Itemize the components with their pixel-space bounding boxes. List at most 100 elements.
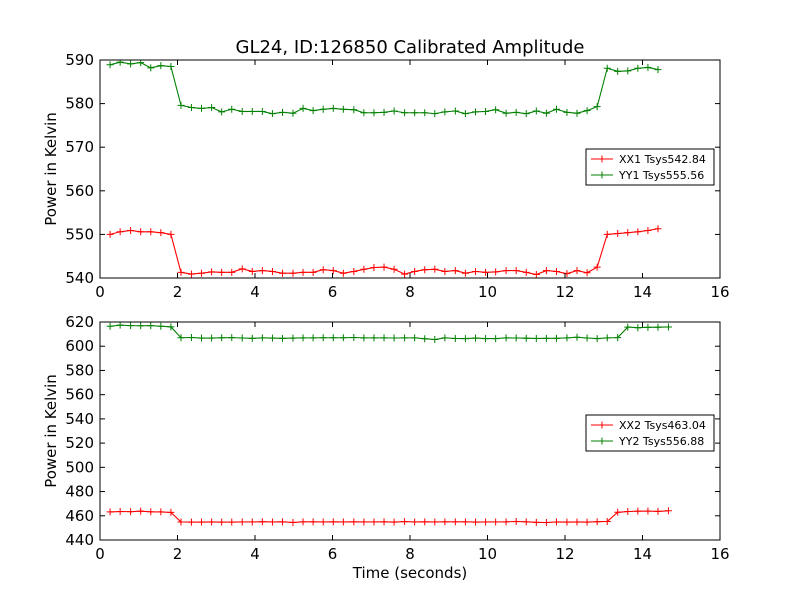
data-point xyxy=(299,334,307,342)
legend-box xyxy=(585,148,715,186)
y-tick-label: 520 xyxy=(65,434,94,452)
data-point xyxy=(411,518,419,526)
data-point xyxy=(360,518,368,526)
y-tick-label: 440 xyxy=(65,531,94,549)
data-point xyxy=(471,334,479,342)
data-point xyxy=(319,266,327,274)
y-tick-label: 560 xyxy=(65,386,94,404)
data-point xyxy=(127,322,135,330)
data-point xyxy=(492,518,500,526)
data-point xyxy=(583,107,591,115)
data-point xyxy=(492,106,500,114)
data-point xyxy=(228,334,236,342)
figure-title: GL24, ID:126850 Calibrated Amplitude xyxy=(236,37,585,58)
data-point xyxy=(167,323,175,331)
data-point xyxy=(238,334,246,342)
data-point xyxy=(350,267,358,275)
data-point xyxy=(187,270,195,278)
y-tick-label: 580 xyxy=(65,361,94,379)
data-point xyxy=(370,264,378,272)
data-point xyxy=(289,109,297,117)
data-point xyxy=(482,107,490,115)
data-point xyxy=(279,269,287,277)
data-point xyxy=(563,334,571,342)
data-point xyxy=(583,334,591,342)
data-point xyxy=(309,334,317,342)
data-point xyxy=(624,508,632,516)
data-point xyxy=(208,104,216,112)
legend-marker xyxy=(598,421,606,429)
data-point xyxy=(573,109,581,117)
data-point xyxy=(441,267,449,275)
x-tick-label: 10 xyxy=(478,545,497,563)
data-point xyxy=(502,267,510,275)
data-point xyxy=(157,62,165,70)
data-point xyxy=(106,230,114,238)
y-tick-label: 580 xyxy=(65,95,94,113)
y-tick-label: 480 xyxy=(65,483,94,501)
data-point xyxy=(583,518,591,526)
data-point xyxy=(350,518,358,526)
data-point xyxy=(624,323,632,331)
data-point xyxy=(339,334,347,342)
data-point xyxy=(147,64,155,72)
data-point xyxy=(370,334,378,342)
bottom-plot: 0 2 4 6 8 10 12 14 16 440 460 480 500 520 540 560 580 600… xyxy=(42,313,730,582)
series-1 xyxy=(106,225,662,278)
legend-marker xyxy=(598,437,606,445)
data-point xyxy=(552,267,560,275)
data-point xyxy=(329,518,337,526)
legend-box xyxy=(585,414,715,452)
data-point xyxy=(421,518,429,526)
y-tick-label: 550 xyxy=(65,225,94,243)
data-point xyxy=(441,108,449,116)
data-point xyxy=(431,518,439,526)
data-point xyxy=(593,103,601,111)
data-point xyxy=(258,518,266,526)
data-point xyxy=(471,518,479,526)
data-point xyxy=(360,265,368,273)
data-point xyxy=(461,269,469,277)
data-point xyxy=(542,334,550,342)
data-point xyxy=(512,334,520,342)
data-point xyxy=(218,108,226,116)
series-2 xyxy=(106,322,672,344)
data-point xyxy=(299,104,307,112)
data-point xyxy=(116,60,124,66)
data-point xyxy=(329,267,337,275)
data-point xyxy=(401,109,409,117)
y-tick-label: 600 xyxy=(65,337,94,355)
data-point xyxy=(360,334,368,342)
data-point xyxy=(268,334,276,342)
data-point xyxy=(248,107,256,115)
y-tick-label: 570 xyxy=(65,138,94,156)
data-point xyxy=(157,508,165,516)
data-point xyxy=(248,334,256,342)
data-point xyxy=(654,66,662,74)
data-point xyxy=(127,508,135,516)
data-point xyxy=(492,268,500,276)
data-point xyxy=(614,508,622,516)
data-point xyxy=(654,507,662,515)
y-axis-label: Power in Kelvin xyxy=(42,374,60,488)
data-point xyxy=(502,109,510,117)
series-2 xyxy=(106,60,662,118)
data-point xyxy=(451,107,459,115)
data-point xyxy=(634,228,642,236)
data-point xyxy=(187,518,195,526)
data-point xyxy=(279,518,287,526)
data-point xyxy=(198,334,206,342)
data-point xyxy=(411,334,419,342)
data-point xyxy=(147,228,155,236)
data-point xyxy=(401,270,409,278)
data-point xyxy=(177,268,185,276)
data-point xyxy=(644,226,652,234)
data-point xyxy=(167,230,175,238)
data-point xyxy=(603,334,611,342)
data-point xyxy=(238,265,246,273)
data-point xyxy=(319,105,327,113)
data-point xyxy=(289,518,297,526)
data-point xyxy=(471,108,479,116)
data-point xyxy=(279,108,287,116)
series-1 xyxy=(106,507,672,527)
